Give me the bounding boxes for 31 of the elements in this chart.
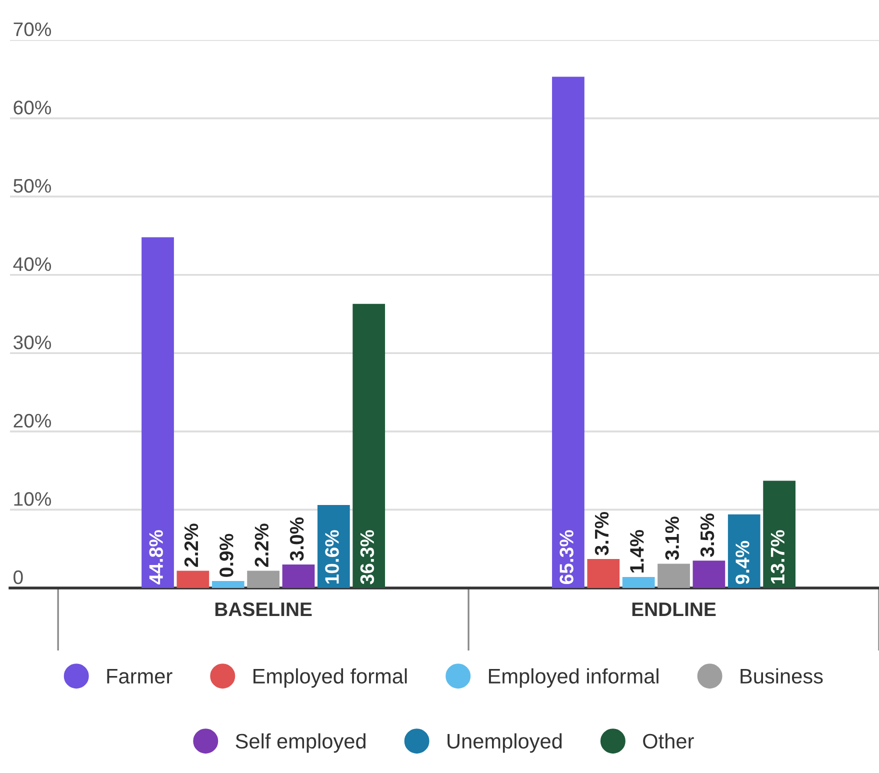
legend-label: Unemployed (448, 733, 562, 753)
text: 36.3% (360, 530, 374, 584)
y-tick-label: 70% (14, 22, 52, 36)
text: 3.7% (594, 512, 609, 556)
y-tick-label: 10% (14, 492, 52, 506)
text: 2.2% (184, 524, 198, 567)
text: 65.3% (560, 530, 574, 584)
legend-label: Employed formal (254, 668, 407, 688)
text: 9.4% (736, 540, 750, 584)
text: 0.9% (220, 534, 234, 577)
x-tick-label: BASELINE (215, 602, 312, 616)
legend-label: Farmer (107, 669, 172, 684)
legend-label: Other (643, 733, 694, 749)
text: 3.0% (290, 517, 304, 561)
text: 44.8% (149, 530, 163, 584)
text: 13.7% (770, 530, 785, 584)
text: 3.5% (700, 514, 714, 557)
text: 3.1% (665, 516, 680, 560)
x-tick-label: ENDLINE (632, 602, 716, 616)
legend-label: Employed informal (488, 668, 658, 688)
y-tick-label: 50% (14, 178, 52, 193)
legend-label: Self employed (236, 733, 366, 753)
text: 10.6% (325, 530, 339, 584)
legend-label: Business (740, 668, 823, 684)
text: 1.4% (630, 530, 644, 573)
y-tick-label: 30% (14, 336, 52, 350)
y-tick-label: 60% (14, 100, 52, 114)
y-tick-label: 40% (13, 257, 52, 272)
y-tick-label: 0 (14, 570, 23, 584)
y-tick-label: 20% (14, 414, 52, 428)
text: 2.2% (254, 524, 268, 567)
